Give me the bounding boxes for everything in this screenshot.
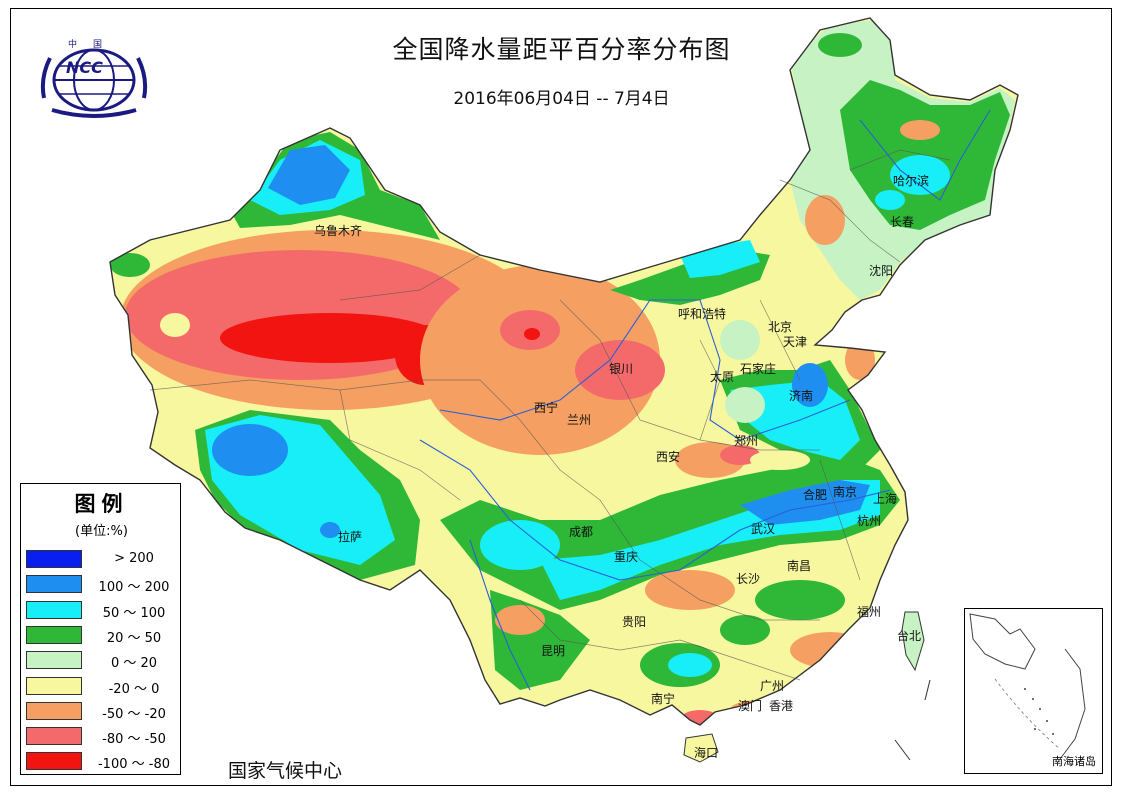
city-label: 澳门 bbox=[738, 699, 763, 713]
city-label: 石家庄 bbox=[740, 362, 777, 376]
legend-item: 0 ～ 20 bbox=[26, 651, 176, 672]
map-title: 全国降水量距平百分率分布图 bbox=[392, 35, 731, 64]
city-label: 昆明 bbox=[541, 644, 566, 658]
legend-label: > 200 bbox=[114, 551, 154, 566]
logo-top-text: 中国 bbox=[68, 40, 119, 50]
legend-swatch bbox=[26, 727, 82, 746]
legend-label: 0 ～ 20 bbox=[110, 656, 158, 672]
legend: 图例 (单位:%) > 200 100 ～ 200 50 ～ 100 20 ～ 50 0… bbox=[20, 483, 181, 775]
city-label: 济南 bbox=[789, 389, 814, 403]
legend-swatch bbox=[26, 651, 82, 670]
city-label: 贵阳 bbox=[622, 615, 647, 629]
legend-item: -20 ～ 0 bbox=[26, 676, 176, 697]
city-label: 合肥 bbox=[803, 488, 828, 502]
city-label: 杭州 bbox=[857, 514, 882, 528]
city-label: 上海 bbox=[873, 492, 898, 506]
legend-label: -20 ～ 0 bbox=[108, 681, 160, 697]
legend-title: 图例 bbox=[74, 492, 129, 516]
footer-org: 国家气候中心 bbox=[228, 760, 343, 782]
legend-item: -80 ～ -50 bbox=[26, 727, 176, 748]
city-label: 台北 bbox=[897, 629, 922, 643]
city-label: 郑州 bbox=[734, 434, 759, 448]
legend-label: 20 ～ 50 bbox=[106, 630, 162, 646]
legend-swatch bbox=[26, 676, 82, 695]
legend-item: -50 ～ -20 bbox=[26, 701, 176, 722]
city-label: 乌鲁木齐 bbox=[314, 224, 363, 238]
globe-logo-icon bbox=[40, 48, 148, 118]
city-label: 西宁 bbox=[534, 401, 559, 415]
legend-label: -50 ～ -20 bbox=[102, 706, 166, 722]
map-frame bbox=[10, 8, 1112, 786]
legend-swatch bbox=[26, 625, 82, 644]
logo-text: NCC bbox=[66, 58, 103, 77]
legend-label: -100 ～ -80 bbox=[97, 757, 170, 773]
city-label: 南宁 bbox=[651, 692, 676, 706]
legend-swatch bbox=[26, 752, 82, 771]
legend-label: -80 ～ -50 bbox=[102, 732, 166, 748]
legend-swatch bbox=[26, 600, 82, 619]
city-label: 西安 bbox=[656, 450, 681, 464]
legend-swatch bbox=[26, 575, 82, 594]
legend-unit: (单位:%) bbox=[75, 524, 128, 539]
city-label: 银川 bbox=[609, 362, 634, 376]
legend-item: 50 ～ 100 bbox=[26, 600, 176, 621]
legend-label: 50 ～ 100 bbox=[102, 605, 166, 621]
city-label: 南京 bbox=[833, 485, 858, 499]
legend-label: 100 ～ 200 bbox=[98, 580, 170, 596]
legend-item: 20 ～ 50 bbox=[26, 625, 176, 646]
map-subtitle: 2016年06月04日 -- 7月4日 bbox=[453, 89, 670, 109]
city-label: 福州 bbox=[857, 605, 882, 619]
inset-label: 南海诸岛 bbox=[1052, 755, 1096, 768]
legend-swatch bbox=[26, 550, 82, 568]
city-label: 海口 bbox=[694, 746, 719, 760]
city-label: 北京 bbox=[768, 320, 793, 334]
city-label: 哈尔滨 bbox=[893, 174, 930, 188]
south-china-sea-inset: 南海诸岛 bbox=[964, 608, 1103, 774]
city-label: 太原 bbox=[710, 370, 735, 384]
taiwan-island bbox=[901, 611, 925, 672]
legend-item: -100 ～ -80 bbox=[26, 752, 176, 773]
city-label: 长春 bbox=[890, 215, 915, 229]
city-label: 沈阳 bbox=[869, 264, 894, 278]
legend-item: > 200 bbox=[26, 550, 176, 568]
city-label: 成都 bbox=[569, 525, 594, 539]
legend-swatch bbox=[26, 701, 82, 720]
inset-map bbox=[969, 613, 1086, 760]
hainan-island bbox=[683, 733, 719, 763]
city-label: 广州 bbox=[760, 679, 785, 693]
legend-item: 100 ～ 200 bbox=[26, 575, 176, 596]
city-label: 拉萨 bbox=[338, 530, 363, 544]
city-label: 天津 bbox=[783, 335, 808, 349]
city-label: 兰州 bbox=[567, 413, 592, 427]
city-label: 香港 bbox=[769, 699, 794, 713]
city-label: 重庆 bbox=[614, 550, 639, 564]
city-label: 呼和浩特 bbox=[678, 307, 727, 321]
city-label: 武汉 bbox=[751, 522, 776, 536]
city-label: 长沙 bbox=[736, 572, 761, 586]
city-label: 南昌 bbox=[787, 559, 812, 573]
